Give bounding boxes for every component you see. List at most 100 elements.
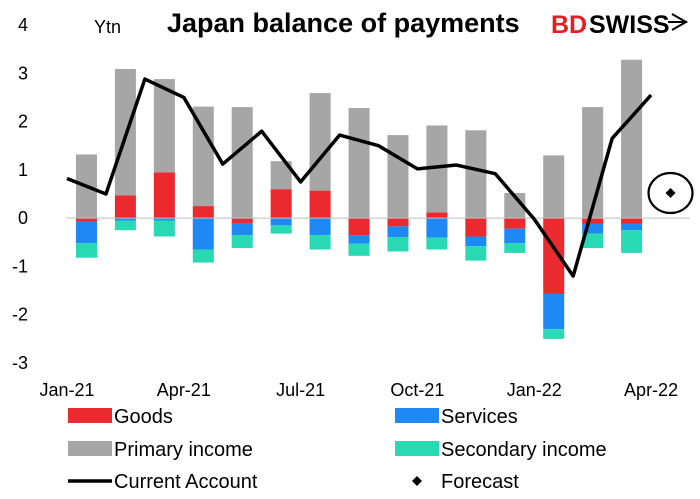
legend-label: Secondary income <box>441 439 607 461</box>
bar-services <box>309 218 331 236</box>
bar-goods <box>153 172 175 219</box>
bar-goods <box>387 218 409 227</box>
bar-goods <box>231 218 253 223</box>
bar-services <box>270 218 292 226</box>
x-tick-label: Jan-21 <box>39 380 94 400</box>
legend-item-forecast: Forecast <box>412 471 519 493</box>
legend-label: Goods <box>114 406 173 428</box>
legend-swatch <box>68 408 112 423</box>
bar-secondary-income <box>114 220 136 231</box>
bar-goods <box>504 218 526 229</box>
bar-primary-income <box>465 130 487 219</box>
bar-secondary-income <box>192 249 214 263</box>
legend-swatch <box>395 408 439 423</box>
bar-goods <box>582 218 604 224</box>
bar-secondary-income <box>621 230 643 253</box>
bar-secondary-income <box>387 236 409 252</box>
bar-primary-income <box>231 107 253 219</box>
bar-secondary-income <box>153 220 175 237</box>
bar-primary-income <box>543 155 565 219</box>
bar-services <box>231 222 253 236</box>
y-tick-label: -3 <box>12 353 28 373</box>
bar-secondary-income <box>465 246 487 261</box>
y-tick-label: 4 <box>18 15 28 35</box>
legend-swatch <box>395 441 439 456</box>
brand-logo-part2: SWISS <box>589 11 670 39</box>
bar-services <box>75 221 97 244</box>
bar-goods <box>114 195 136 219</box>
bar-primary-income <box>426 125 448 213</box>
bar-primary-income <box>348 108 370 219</box>
legend-item-current-account: Current Account <box>68 471 258 493</box>
x-tick-label: Oct-21 <box>390 380 444 400</box>
bar-primary-income <box>504 193 526 219</box>
y-tick-label: 2 <box>18 112 28 132</box>
bar-secondary-income <box>582 233 604 249</box>
bar-secondary-income <box>75 243 97 258</box>
bar-secondary-income <box>270 225 292 234</box>
stacked-bars <box>75 59 643 339</box>
bar-goods <box>465 218 487 237</box>
y-axis-unit: Ytn <box>94 17 121 37</box>
bar-primary-income <box>621 59 643 219</box>
brand-logo-part1: BD <box>551 11 587 39</box>
y-tick-label: -2 <box>12 305 28 325</box>
bar-secondary-income <box>309 235 331 250</box>
bar-services <box>465 236 487 247</box>
bar-primary-income <box>387 135 409 219</box>
bar-secondary-income <box>543 329 565 339</box>
bar-goods <box>348 218 370 236</box>
bar-services <box>387 226 409 237</box>
chart-title: Japan balance of payments <box>167 8 520 38</box>
legend: Goods Services Primary income Secondary inc… <box>68 406 607 493</box>
bar-services <box>426 218 448 238</box>
x-tick-label: Jul-21 <box>276 380 325 400</box>
bar-goods <box>192 206 214 219</box>
legend-item-services: Services <box>395 406 518 428</box>
bar-services <box>621 223 643 231</box>
bar-primary-income <box>270 161 292 190</box>
bar-goods <box>426 212 448 219</box>
bar-goods <box>75 218 97 222</box>
legend-label: Current Account <box>114 471 258 493</box>
bar-services <box>348 235 370 244</box>
brand-logo: BD SWISS <box>551 11 689 39</box>
bar-services <box>192 218 214 250</box>
legend-label: Services <box>441 406 518 428</box>
x-tick-label: Apr-22 <box>624 380 678 400</box>
y-tick-label: 3 <box>18 63 28 83</box>
y-tick-label: 1 <box>18 160 28 180</box>
bar-goods <box>270 189 292 219</box>
bar-primary-income <box>153 79 175 173</box>
bar-primary-income <box>309 93 331 191</box>
bar-primary-income <box>192 106 214 207</box>
legend-swatch <box>68 441 112 456</box>
y-axis-tick-labels: -3 -2 -1 0 1 2 3 4 <box>12 15 28 373</box>
forecast-marker <box>665 188 676 199</box>
x-tick-label: Apr-21 <box>157 380 211 400</box>
x-axis-tick-labels: Jan-21 Apr-21 Jul-21 Oct-21 Jan-22 Apr-22 <box>39 380 678 400</box>
brand-arrow-icon <box>668 13 689 31</box>
x-tick-label: Jan-22 <box>507 380 562 400</box>
legend-item-secondary-income: Secondary income <box>395 439 607 461</box>
legend-diamond-swatch <box>412 476 422 486</box>
bar-secondary-income <box>504 243 526 253</box>
bar-services <box>582 223 604 234</box>
y-tick-label: 0 <box>18 208 28 228</box>
forecast-marker-group <box>647 171 694 215</box>
legend-item-primary-income: Primary income <box>68 439 253 461</box>
bar-services <box>114 218 136 221</box>
bar-secondary-income <box>231 235 253 249</box>
bar-secondary-income <box>348 243 370 256</box>
legend-item-goods: Goods <box>68 406 173 428</box>
bar-services <box>153 218 175 221</box>
y-tick-label: -1 <box>12 256 28 276</box>
legend-label: Forecast <box>441 471 519 493</box>
legend-label: Primary income <box>114 439 253 461</box>
current-account-line <box>66 77 653 278</box>
bar-secondary-income <box>426 237 448 250</box>
forecast-highlight-circle <box>647 171 694 215</box>
bar-services <box>504 228 526 244</box>
bar-services <box>543 293 565 330</box>
